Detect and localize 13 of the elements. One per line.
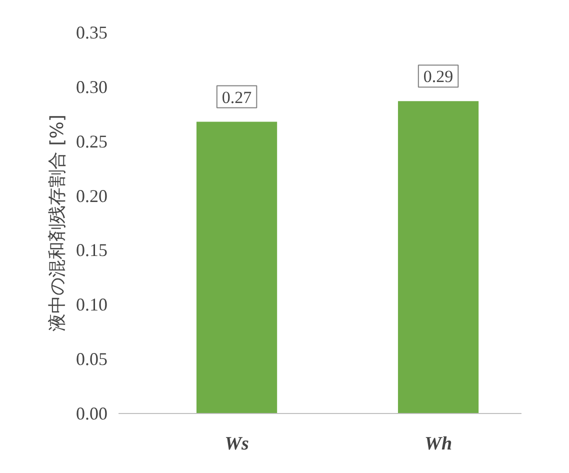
y-tick-label: 0.20 xyxy=(76,186,108,206)
y-tick-label: 0.00 xyxy=(76,404,108,424)
y-tick-label: 0.10 xyxy=(76,294,108,315)
y-tick-label: 0.30 xyxy=(76,76,108,97)
x-tick-label: Ws xyxy=(224,434,249,454)
y-tick-label: 0.35 xyxy=(76,22,108,42)
x-tick-label: Wh xyxy=(424,434,452,454)
y-tick-label: 0.15 xyxy=(76,240,108,260)
data-label: 0.29 xyxy=(423,67,454,86)
y-tick-label: 0.25 xyxy=(76,131,108,152)
y-tick-label: 0.05 xyxy=(76,349,108,370)
y-axis-title: 液中の混和剤残存割合 [%] xyxy=(47,114,68,332)
data-label: 0.27 xyxy=(222,88,252,107)
